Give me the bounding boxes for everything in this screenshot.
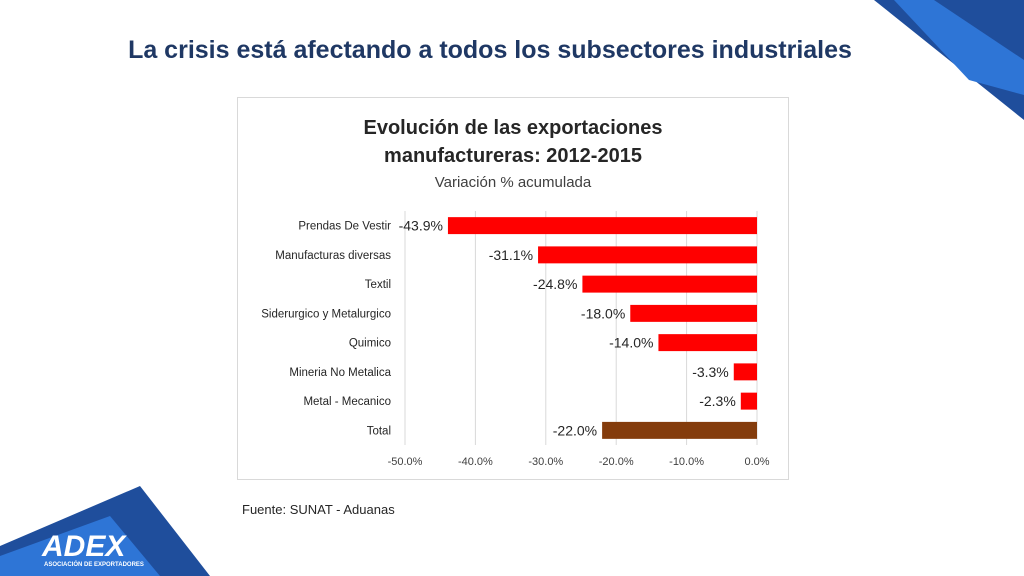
data-label: -2.3% — [699, 393, 736, 409]
x-tick-label: -50.0% — [388, 456, 423, 468]
chart-container: Evolución de las exportaciones manufactu… — [237, 97, 789, 480]
slide-title: La crisis está afectando a todos los sub… — [128, 36, 852, 64]
category-label: Total — [367, 425, 391, 437]
data-label: -43.9% — [399, 218, 443, 234]
logo-subtext: ASOCIACIÓN DE EXPORTADORES — [44, 560, 144, 568]
x-tick-label: -40.0% — [458, 456, 493, 468]
category-label: Manufacturas diversas — [275, 250, 391, 262]
bar — [582, 275, 757, 293]
x-tick-label: 0.0% — [744, 456, 769, 468]
source-note: Fuente: SUNAT - Aduanas — [242, 502, 395, 517]
chart-title-line2: manufactureras: 2012-2015 — [384, 145, 642, 167]
adex-logo: ADEX ASOCIACIÓN DE EXPORTADORES — [41, 530, 144, 568]
bar — [658, 334, 757, 352]
category-label: Metal - Mecanico — [303, 396, 391, 408]
bar — [602, 421, 757, 439]
category-label: Siderurgico y Metalurgico — [261, 308, 391, 320]
category-label: Quimico — [349, 338, 391, 350]
x-tick-label: -20.0% — [599, 456, 634, 468]
data-label: -3.3% — [692, 364, 729, 380]
category-label: Mineria No Metalica — [289, 367, 391, 379]
x-tick-label: -30.0% — [528, 456, 563, 468]
data-label: -24.8% — [533, 276, 577, 292]
category-label: Prendas De Vestir — [298, 221, 391, 233]
corner-decoration-top-right — [874, 0, 1024, 120]
bar — [447, 217, 757, 235]
data-label: -31.1% — [489, 247, 533, 263]
corner-decoration-bottom-left — [0, 486, 210, 576]
chart-subtitle: Variación % acumulada — [434, 174, 592, 191]
logo-text: ADEX — [41, 530, 127, 563]
category-label: Textil — [365, 279, 391, 291]
x-tick-label: -10.0% — [669, 456, 704, 468]
bar — [538, 246, 757, 264]
data-label: -22.0% — [553, 422, 597, 438]
bar — [630, 304, 757, 322]
data-label: -18.0% — [581, 305, 625, 321]
bar — [740, 392, 757, 410]
bar-chart: -50.0% -40.0% -30.0% -20.0% -10.0% 0.0% Prenda… — [261, 211, 770, 468]
chart-title-line1: Evolución de las exportaciones — [363, 117, 663, 139]
bar — [733, 363, 757, 381]
data-label: -14.0% — [609, 335, 653, 351]
